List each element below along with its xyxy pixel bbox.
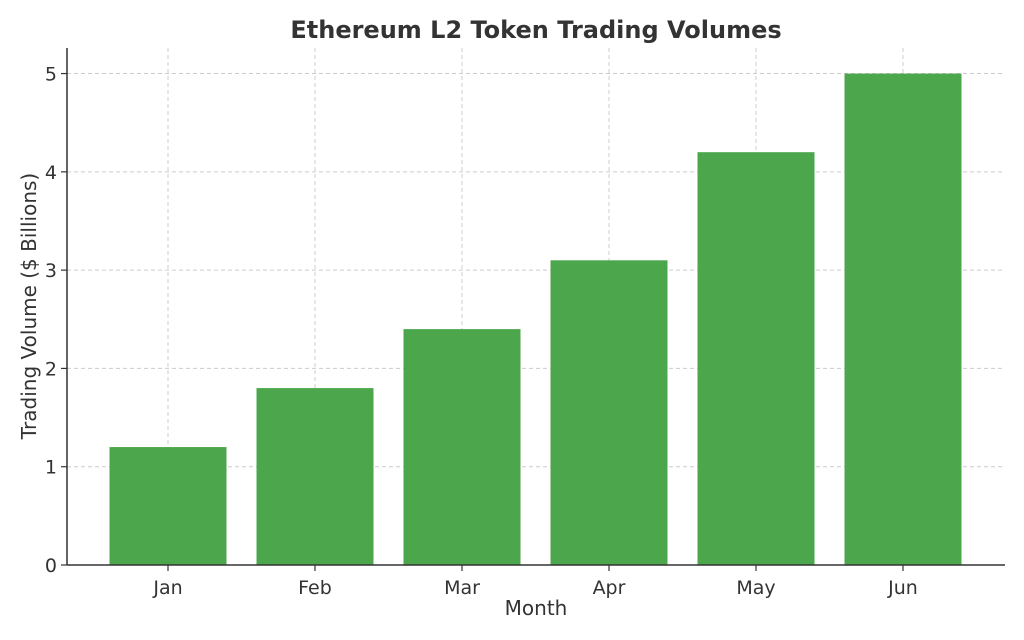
x-tick-label-may: May [736,577,775,599]
y-axis-label: Trading Volume ($ Billions) [17,173,41,440]
y-tick-label: 4 [45,162,57,184]
x-tick-label-feb: Feb [298,577,332,599]
bar-apr [550,260,668,565]
chart-title: Ethereum L2 Token Trading Volumes [290,16,781,44]
y-tick-label: 1 [45,457,57,479]
y-tick-label: 2 [45,358,57,380]
x-tick-label-jun: Jun [887,577,918,599]
bar-may [697,152,815,565]
x-axis-label: Month [505,596,568,620]
bar-jun [844,73,962,566]
ticks: 0 1 2 3 4 5 Jan Feb Mar Apr May Jun [45,64,918,599]
x-tick-label-mar: Mar [444,577,480,599]
bar-mar [403,329,521,565]
bar-jan [109,447,227,565]
x-tick-label-apr: Apr [593,577,626,599]
axes [66,48,1005,566]
bars [109,73,962,566]
x-tick-label-jan: Jan [152,577,182,599]
bar-feb [256,388,374,565]
y-tick-label: 5 [45,64,57,86]
y-tick-label: 3 [45,260,57,282]
y-tick-label: 0 [45,555,57,577]
